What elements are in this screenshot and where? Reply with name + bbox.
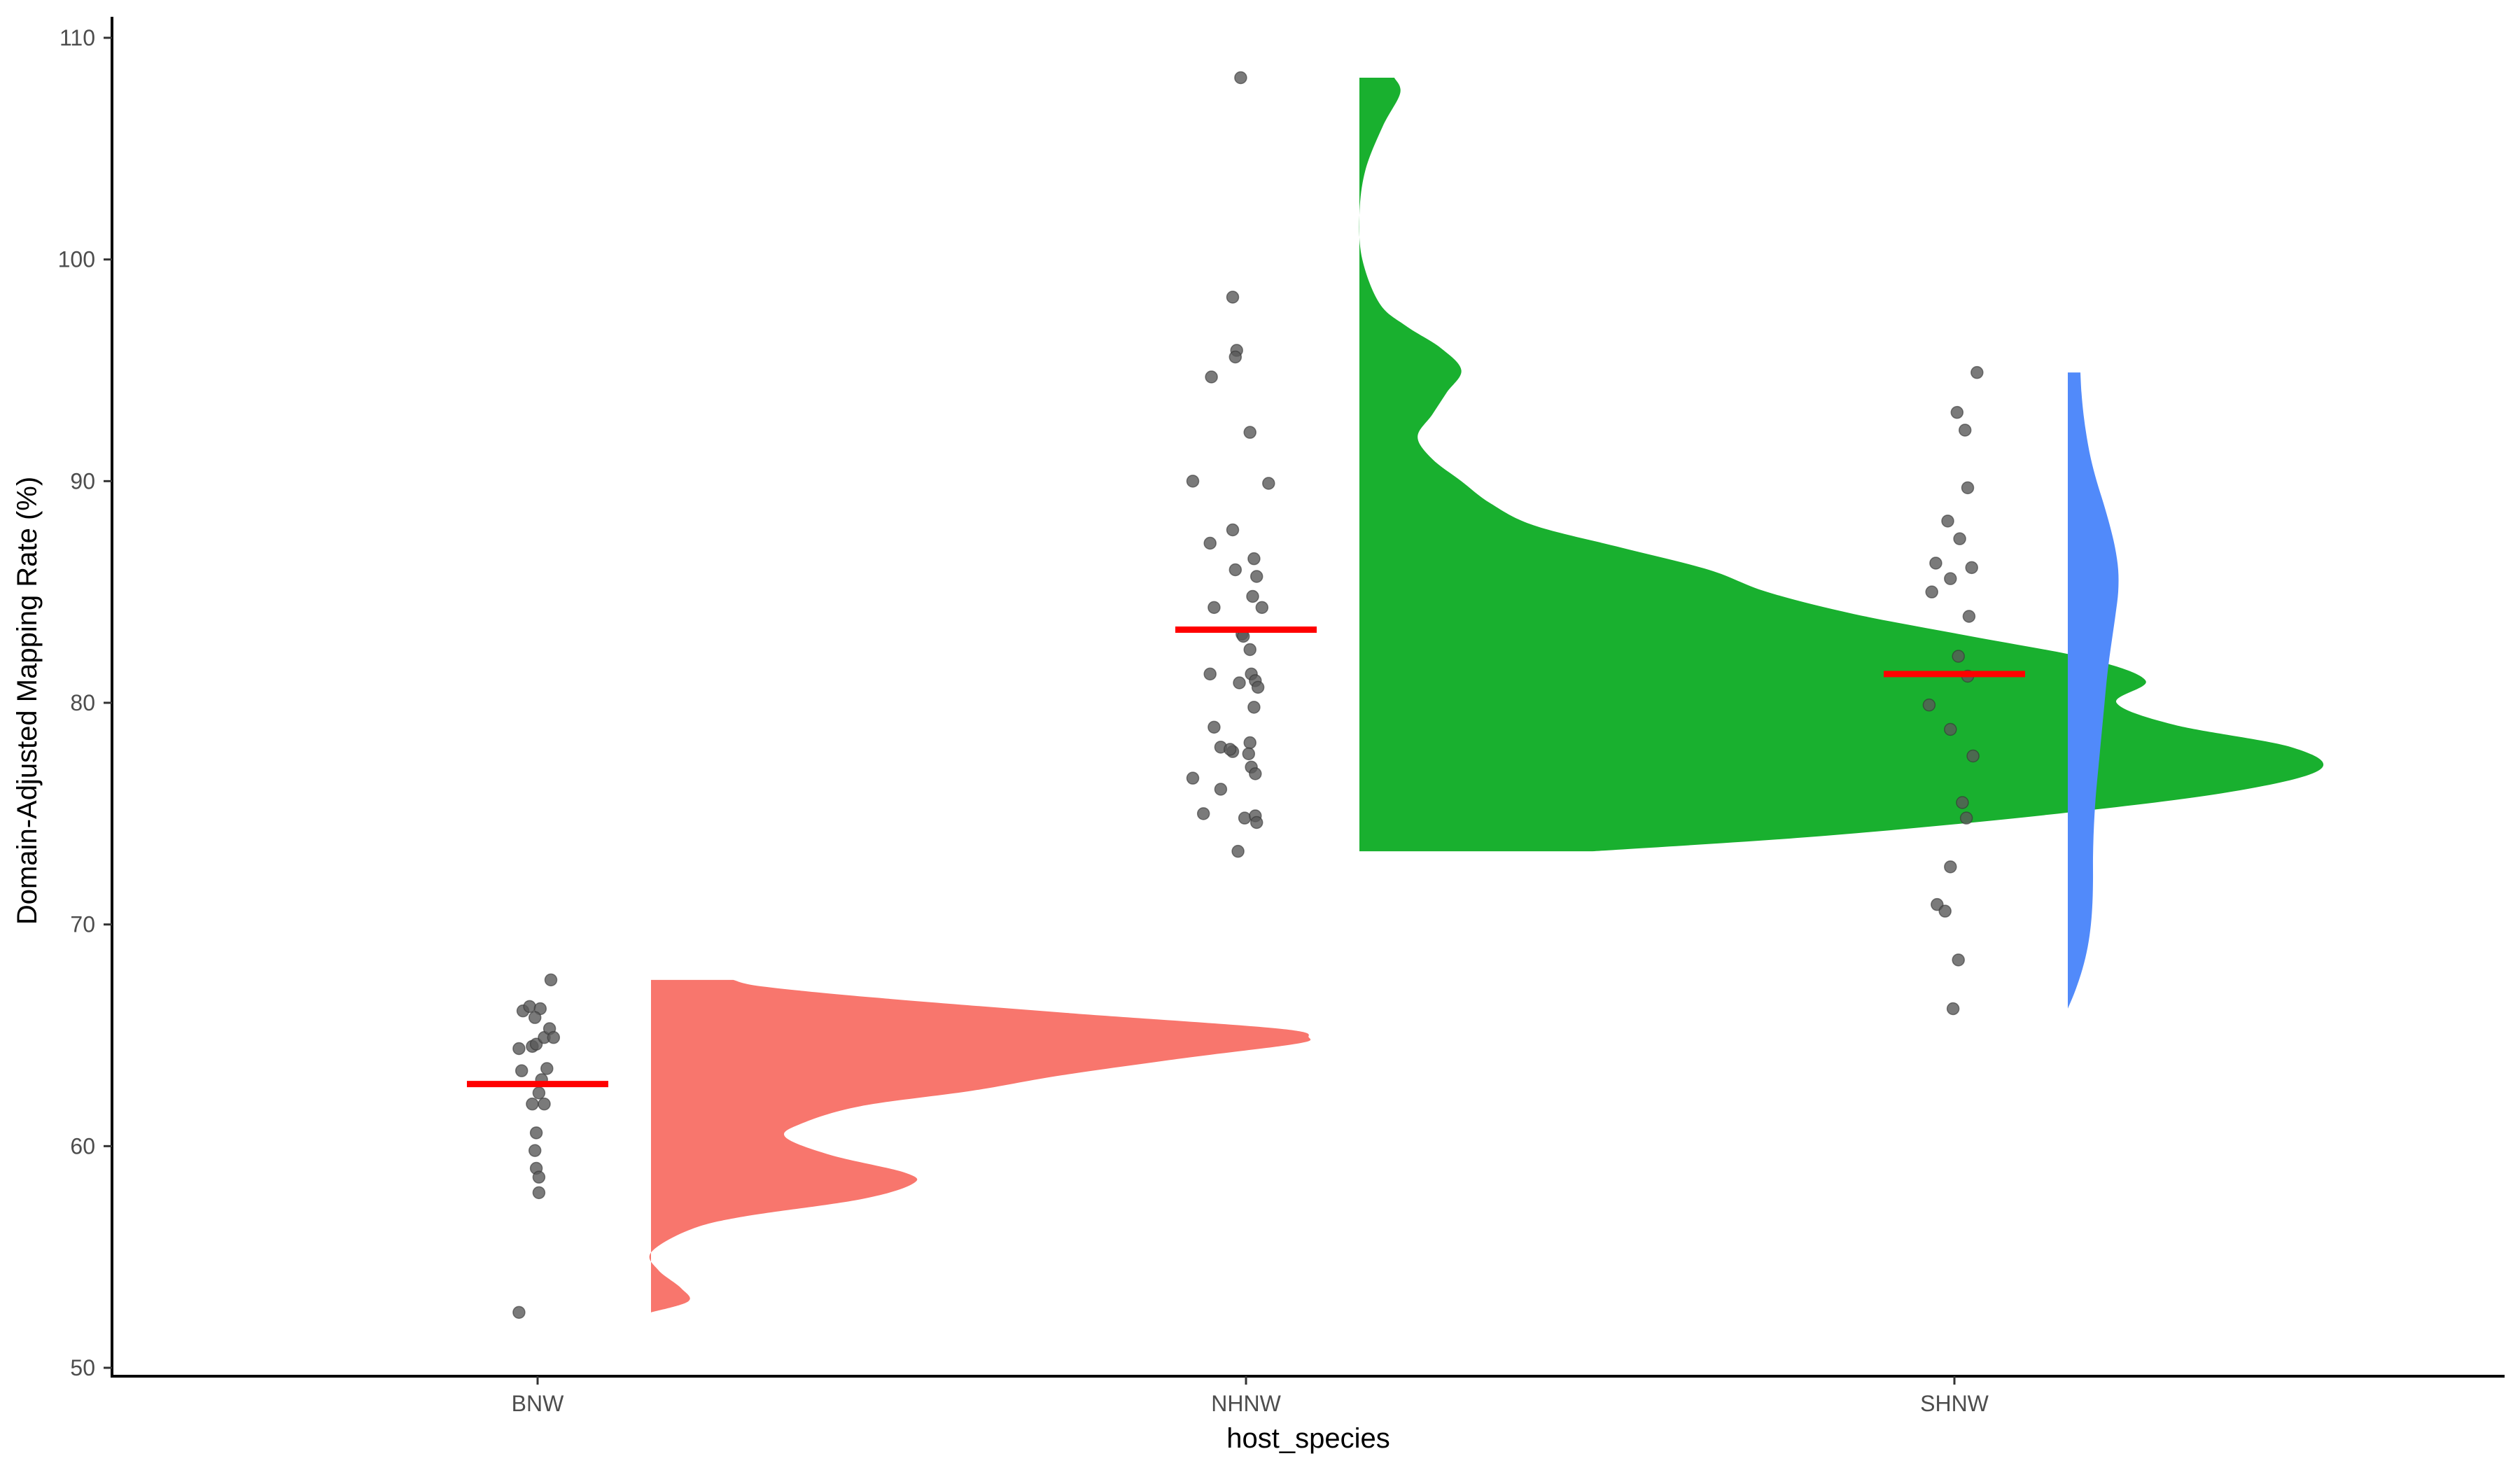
data-point — [532, 1086, 546, 1100]
data-point — [514, 1064, 528, 1077]
data-point — [1956, 796, 1969, 809]
data-point — [1203, 667, 1217, 681]
y-tick-label: 70 — [70, 912, 95, 937]
data-point — [1922, 698, 1936, 712]
data-point — [1944, 722, 1957, 736]
data-point — [1208, 720, 1221, 734]
data-point — [1214, 783, 1228, 796]
data-point — [1228, 563, 1242, 577]
data-point — [1247, 552, 1261, 566]
x-tick-label-shnw: SHNW — [1920, 1391, 1989, 1416]
x-axis-title: host_species — [1226, 1423, 1390, 1454]
data-point — [1962, 610, 1976, 623]
data-point — [1231, 844, 1245, 858]
data-point — [1262, 477, 1275, 490]
data-point — [1205, 370, 1218, 384]
data-point — [540, 1062, 554, 1075]
data-point — [523, 1000, 536, 1014]
y-tick-label: 60 — [70, 1133, 95, 1158]
axes-layer — [111, 17, 2505, 1378]
data-point — [1938, 904, 1952, 918]
data-point — [538, 1097, 551, 1111]
y-tick-label: 110 — [59, 25, 95, 50]
y-ticks: 50 60 70 80 90 100 110 — [58, 25, 112, 1380]
x-ticks: BNW NHNW SHNW — [512, 1376, 1989, 1416]
data-point — [1233, 676, 1246, 690]
data-point — [1952, 650, 1965, 663]
y-tick-label: 90 — [70, 468, 95, 493]
data-point — [1247, 701, 1261, 714]
data-point — [1925, 585, 1938, 598]
data-point — [1970, 365, 1984, 379]
data-point — [532, 1186, 546, 1200]
data-point — [1238, 811, 1252, 825]
y-axis-title: Domain-Adjusted Mapping Rate (%) — [12, 477, 43, 925]
data-point — [1946, 1002, 1960, 1016]
data-point — [1242, 747, 1256, 761]
density-cloud-nhnw — [1359, 78, 2324, 852]
data-point — [526, 1097, 539, 1111]
data-point — [1228, 350, 1242, 364]
data-point — [1255, 601, 1269, 615]
data-point — [1243, 736, 1256, 750]
data-point — [1243, 426, 1256, 439]
data-point — [1944, 572, 1957, 585]
data-point — [1950, 405, 1964, 419]
data-point — [528, 1144, 542, 1157]
data-point — [1246, 589, 1259, 603]
x-tick-label-bnw: BNW — [512, 1391, 564, 1416]
density-cloud-bnw — [649, 979, 1311, 1312]
data-point — [1234, 71, 1247, 85]
data-point — [1223, 743, 1237, 756]
data-point — [544, 973, 558, 987]
density-cloud-shnw — [2068, 372, 2119, 1009]
data-point — [1208, 601, 1221, 615]
data-point — [1965, 561, 1978, 575]
data-point — [1953, 532, 1966, 545]
density-layer — [649, 78, 2324, 1312]
data-point — [1226, 523, 1240, 537]
data-point — [1186, 771, 1200, 785]
data-point — [532, 1170, 546, 1184]
data-point — [1250, 816, 1264, 830]
data-point — [1196, 807, 1210, 820]
data-point — [1929, 556, 1942, 570]
data-point — [1251, 680, 1265, 694]
data-point — [1203, 536, 1217, 550]
y-tick-label: 50 — [70, 1355, 95, 1380]
x-tick-label-nhnw: NHNW — [1211, 1391, 1281, 1416]
data-point — [1226, 290, 1240, 304]
data-point — [1966, 749, 1980, 763]
data-point — [1952, 953, 1965, 967]
data-point — [1941, 514, 1954, 528]
data-point — [1250, 570, 1264, 583]
data-point — [1944, 860, 1957, 874]
data-point — [1243, 643, 1256, 657]
y-tick-label: 80 — [70, 690, 95, 715]
data-point — [528, 1011, 542, 1024]
data-point — [547, 1030, 561, 1044]
mean-layer — [467, 626, 2025, 1088]
data-point — [529, 1126, 543, 1140]
y-tick-label: 100 — [58, 247, 95, 272]
data-point — [1961, 481, 1975, 495]
data-point — [1959, 811, 1973, 825]
data-point — [1249, 767, 1262, 780]
data-point — [1958, 424, 1972, 437]
data-point — [512, 1042, 526, 1056]
data-point — [1186, 475, 1200, 488]
data-point — [512, 1306, 526, 1320]
